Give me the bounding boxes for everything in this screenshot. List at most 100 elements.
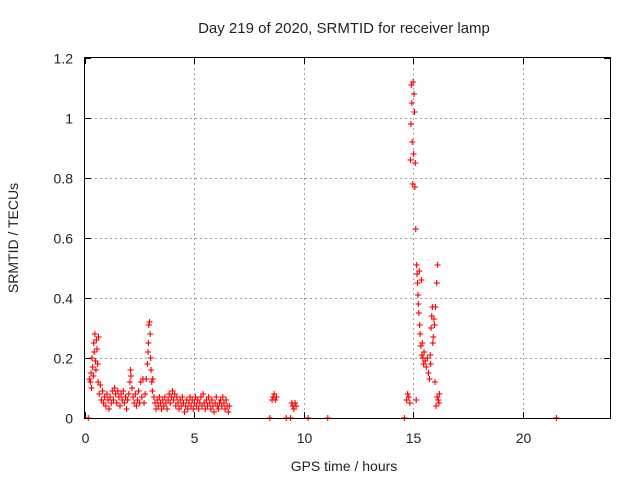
- data-point: [414, 292, 421, 298]
- data-point: [416, 322, 423, 328]
- data-point: [149, 376, 156, 382]
- data-point: [413, 262, 420, 268]
- data-point: [433, 280, 440, 286]
- data-point: [432, 304, 439, 310]
- data-point: [107, 394, 114, 400]
- data-point: [225, 409, 232, 415]
- data-point: [129, 385, 136, 391]
- data-point: [143, 376, 150, 382]
- data-point: [110, 397, 117, 403]
- x-tick-label: 0: [82, 430, 90, 446]
- data-point: [418, 277, 425, 283]
- data-point: [293, 403, 300, 409]
- data-point: [123, 406, 130, 412]
- y-axis-label: SRMTID / TECUs: [5, 183, 21, 293]
- data-point: [99, 388, 106, 394]
- data-point: [121, 400, 128, 406]
- data-point: [427, 361, 434, 367]
- data-point: [127, 373, 134, 379]
- data-point: [419, 340, 426, 346]
- data-point: [432, 379, 438, 385]
- y-tick-label: 0.8: [54, 171, 74, 187]
- data-point: [415, 301, 422, 307]
- data-point: [148, 379, 155, 385]
- data-point: [435, 397, 442, 403]
- data-point: [144, 361, 151, 367]
- data-point: [421, 349, 428, 355]
- y-tick-label: 0.6: [54, 231, 74, 247]
- data-point: [149, 388, 156, 394]
- x-tick-label: 10: [297, 430, 313, 446]
- axis-ticks: [85, 58, 610, 419]
- data-point: [90, 373, 97, 379]
- data-point: [127, 367, 134, 373]
- data-point: [94, 346, 101, 352]
- data-point: [106, 406, 113, 412]
- data-point: [434, 262, 441, 268]
- data-point: [95, 334, 102, 340]
- data-point: [167, 400, 174, 406]
- data-point: [410, 151, 417, 157]
- data-point: [142, 391, 149, 397]
- data-point: [425, 370, 432, 376]
- data-point: [407, 157, 414, 163]
- data-point: [430, 334, 437, 340]
- data-point: [409, 139, 416, 145]
- data-point: [94, 361, 101, 367]
- data-point: [208, 397, 215, 403]
- data-point: [407, 121, 414, 127]
- data-point: [92, 367, 99, 373]
- y-tick-label: 0: [65, 411, 73, 427]
- data-point: [426, 376, 433, 382]
- y-tick-labels: 0 0.2 0.4 0.6 0.8 1 1.2: [54, 51, 74, 427]
- data-point: [161, 394, 168, 400]
- data-point: [190, 406, 197, 412]
- data-point: [124, 397, 131, 403]
- data-point: [213, 394, 220, 400]
- data-point: [195, 406, 202, 412]
- data-point: [96, 391, 103, 397]
- data-point: [135, 388, 142, 394]
- x-tick-label: 5: [191, 430, 199, 446]
- plot-frame: [84, 57, 611, 419]
- data-point: [113, 400, 120, 406]
- data-point: [179, 394, 186, 400]
- data-point: [132, 391, 139, 397]
- data-point: [97, 382, 104, 388]
- data-point: [414, 280, 421, 286]
- data-point: [436, 391, 443, 397]
- data-point: [114, 388, 121, 394]
- data-point: [430, 316, 437, 322]
- data-point: [145, 340, 152, 346]
- data-point: [170, 397, 177, 403]
- data-point: [86, 376, 93, 382]
- data-point: [133, 403, 140, 409]
- data-point: [141, 400, 148, 406]
- data-point: [223, 397, 230, 403]
- data-point: [200, 391, 207, 397]
- data-point: [429, 340, 436, 346]
- data-point: [147, 331, 154, 337]
- data-point: [272, 397, 279, 403]
- grid-lines: [85, 58, 610, 418]
- data-point: [219, 394, 226, 400]
- data-point: [150, 394, 157, 400]
- data-point: [91, 349, 98, 355]
- data-point: [126, 379, 133, 385]
- data-point: [273, 394, 280, 400]
- data-point: [411, 184, 418, 190]
- data-point: [427, 352, 434, 358]
- x-tick-label: 20: [516, 430, 532, 446]
- data-point: [417, 343, 424, 349]
- data-point: [215, 406, 222, 412]
- data-point: [226, 403, 233, 409]
- data-point: [292, 400, 298, 406]
- y-tick-label: 0.2: [54, 351, 74, 367]
- data-point: [431, 322, 438, 328]
- y-tick-label: 1.2: [54, 51, 74, 67]
- data-point: [411, 91, 417, 97]
- data-point: [111, 385, 118, 391]
- data-point: [423, 364, 430, 370]
- x-tick-label: 15: [406, 430, 422, 446]
